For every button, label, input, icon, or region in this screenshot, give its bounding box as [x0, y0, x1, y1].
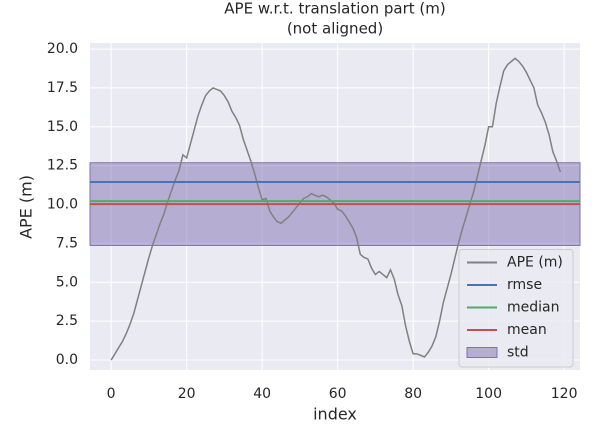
x-axis-label: index	[313, 405, 357, 424]
x-tick-label: 100	[475, 386, 502, 402]
legend-box	[458, 249, 574, 368]
y-tick-label: 10.0	[47, 197, 78, 213]
legend-swatch	[466, 347, 498, 358]
legend-label: APE (m)	[507, 255, 563, 271]
y-tick-label: 5.0	[56, 274, 78, 290]
y-tick-label: 12.5	[47, 158, 78, 174]
x-tick-label: 60	[329, 386, 347, 402]
y-tick-label: 2.5	[56, 313, 78, 329]
x-tick-label: 120	[551, 386, 578, 402]
y-tick-label: 17.5	[47, 80, 78, 96]
legend-label: rmse	[507, 277, 542, 293]
legend-label: mean	[507, 322, 547, 338]
y-tick-label: 0.0	[56, 352, 78, 368]
legend-label: std	[507, 345, 529, 361]
data-line	[110, 57, 562, 361]
y-tick-label: 15.0	[47, 119, 78, 135]
chart-title: APE w.r.t. translation part (m)	[224, 0, 445, 18]
y-tick-label: 20.0	[47, 41, 78, 57]
x-tick-label: 40	[253, 386, 271, 402]
x-tick-label: 20	[178, 386, 196, 402]
y-axis-label: APE (m)	[17, 175, 36, 239]
legend-label: median	[507, 300, 559, 316]
x-tick-label: 0	[107, 386, 116, 402]
y-tick-label: 7.5	[56, 235, 78, 251]
x-tick-label: 80	[404, 386, 422, 402]
chart-subtitle: (not aligned)	[287, 20, 383, 38]
